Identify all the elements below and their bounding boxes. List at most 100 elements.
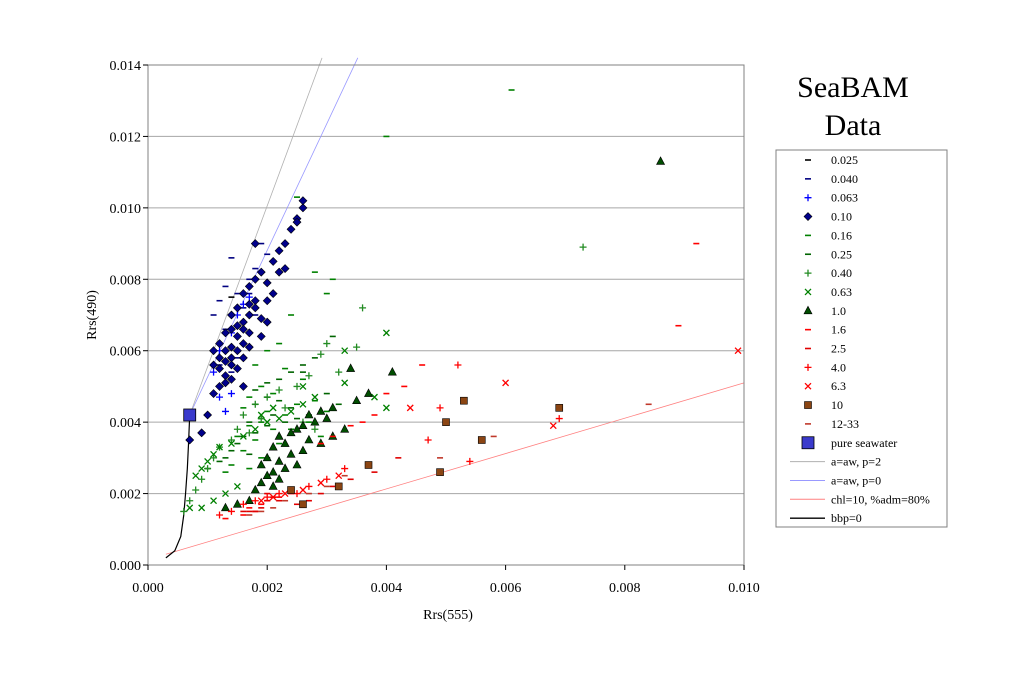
data-point (239, 500, 247, 508)
legend-label: 4.0 (831, 360, 846, 374)
data-point (244, 299, 254, 309)
data-point (221, 346, 230, 356)
data-point (210, 454, 218, 462)
legend-label: chl=10, %adm=80% (831, 492, 930, 506)
data-point (734, 347, 742, 355)
x-tick-label: 0.004 (371, 581, 403, 596)
data-point (299, 382, 307, 390)
data-point (192, 486, 200, 494)
data-point (269, 493, 277, 501)
data-point (364, 388, 374, 397)
data-point (227, 324, 236, 334)
legend-label: 0.16 (831, 228, 852, 242)
legend-marker (804, 363, 812, 371)
legend-label: pure seawater (831, 436, 897, 450)
data-point (281, 404, 289, 412)
data-point (232, 364, 242, 373)
legend-marker (804, 401, 812, 409)
y-tick-label: 0.008 (110, 273, 142, 288)
data-point (305, 482, 313, 490)
legend-label: 10 (831, 398, 843, 412)
model-line (165, 382, 745, 555)
data-point (454, 361, 462, 369)
data-point (256, 332, 266, 341)
legend-marker (804, 288, 812, 296)
data-point (323, 340, 331, 348)
data-point (204, 457, 212, 465)
data-point (244, 342, 254, 352)
data-point (215, 364, 224, 373)
data-point (257, 415, 265, 423)
data-point (275, 490, 283, 498)
data-point (340, 424, 350, 433)
model-line (165, 414, 191, 559)
data-point (250, 274, 260, 284)
data-point (239, 411, 247, 419)
x-tick-label: 0.010 (728, 581, 760, 596)
data-point (286, 449, 296, 458)
x-axis-ticks: 0.000 0.002 0.004 0.006 0.008 0.010 (132, 565, 760, 596)
data-point (305, 372, 313, 380)
legend-label: 0.063 (831, 191, 858, 205)
data-point (341, 347, 349, 355)
data-point (221, 328, 230, 338)
legend-label: 12-33 (831, 417, 859, 431)
data-point (251, 425, 259, 433)
data-point (221, 407, 229, 415)
data-point (220, 502, 230, 512)
legend: 0.025 0.040 0.063 0.10 0.16 0.25 0.40 0.63 1.0 1.… (775, 149, 948, 528)
data-point (227, 374, 236, 384)
data-point (262, 470, 272, 480)
data-point (549, 422, 557, 430)
data-point (268, 467, 278, 476)
data-point (269, 404, 277, 412)
y-axis-label: Rrs(490) (85, 290, 100, 340)
data-point (209, 346, 218, 356)
data-point (244, 282, 254, 291)
legend-label: 2.5 (831, 342, 846, 356)
data-point (210, 497, 218, 505)
legend-label: 0.10 (831, 210, 852, 224)
data-point (227, 440, 235, 448)
data-point (232, 499, 242, 508)
data-point (244, 328, 254, 338)
data-point (204, 465, 212, 473)
data-point (387, 367, 397, 376)
y-tick-label: 0.004 (110, 416, 142, 431)
data-point (244, 310, 254, 320)
data-point (442, 418, 450, 426)
data-point (311, 393, 319, 401)
data-point (250, 303, 260, 313)
data-point (215, 382, 224, 391)
data-point (245, 429, 253, 437)
data-point (238, 339, 248, 348)
data-point (275, 415, 283, 423)
data-point (256, 459, 266, 469)
plot-area-frame (147, 64, 745, 566)
x-tick-label: 0.002 (251, 581, 283, 596)
data-point (198, 504, 206, 512)
data-point (274, 456, 284, 465)
data-point (256, 314, 266, 323)
data-point (275, 386, 283, 394)
data-point (382, 404, 390, 412)
legend-label: bbp=0 (831, 511, 862, 525)
data-point (227, 360, 236, 370)
legend-marker (801, 436, 815, 450)
y-axis-ticks: 0.000 0.002 0.004 0.006 0.008 0.010 0.012 0.014 (110, 59, 148, 574)
data-point (466, 457, 474, 465)
data-point (216, 511, 224, 519)
y-tick-label: 0.012 (110, 130, 142, 145)
data-point (257, 497, 265, 505)
data-point (352, 395, 362, 405)
data-point (323, 475, 331, 483)
data-point (477, 436, 486, 444)
data-point (238, 324, 248, 334)
data-point (304, 434, 314, 444)
data-point (274, 267, 284, 277)
data-point (263, 418, 271, 426)
model-line (189, 57, 359, 416)
data-point (216, 443, 223, 451)
legend-label: a=aw, p=0 (831, 473, 881, 487)
